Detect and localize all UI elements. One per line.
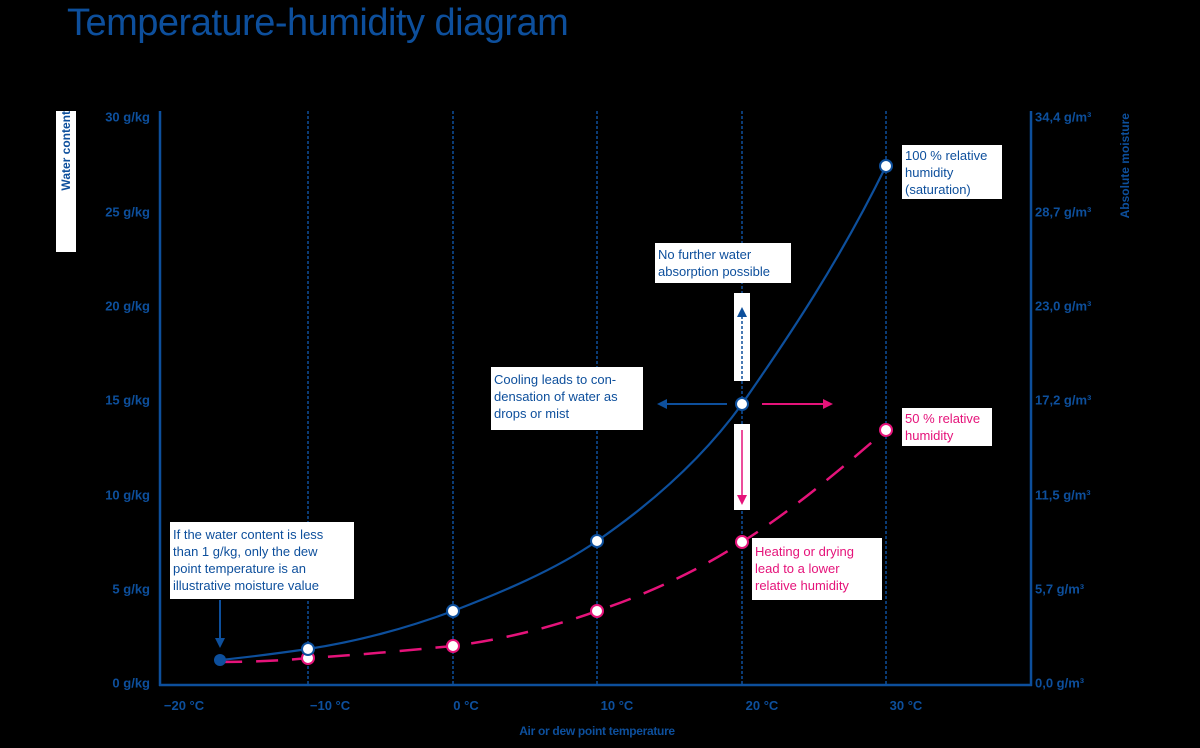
annotation-low-water: If the water content is less than 1 g/kg…: [170, 522, 354, 599]
y-tick-left: 10 g/kg: [105, 487, 150, 503]
y-tick-right: 28,7 g/m³: [1035, 204, 1092, 220]
y-tick-right: 0,0 g/m³: [1035, 675, 1085, 691]
points-100-percent-rh: [301, 159, 893, 656]
annotation-heating: Heating or drying lead to a lower relati…: [752, 538, 882, 600]
annotation-saturation: 100 % relative humidity (saturation): [902, 145, 1002, 199]
annotation-cooling: Cooling leads to con- densation of water…: [491, 367, 643, 430]
axes: [158, 111, 1033, 687]
chart-title: Temperature-humidity diagram: [67, 2, 569, 44]
x-tick: 20 °C: [745, 698, 779, 713]
y-axis-left-label: Water content: [59, 111, 73, 191]
annotation-no-absorption: No further water absorption possible: [655, 243, 791, 283]
y-tick-right: 23,0 g/m³: [1035, 298, 1092, 314]
y-tick-left: 20 g/kg: [105, 298, 150, 314]
y-tick-left: 25 g/kg: [105, 204, 150, 220]
y-tick-left: 30 g/kg: [105, 109, 150, 125]
y-tick-left: 5 g/kg: [112, 581, 150, 597]
y-axis-left-label-bg: [56, 111, 76, 252]
point-low-water-filled: [214, 654, 226, 666]
x-tick: 10 °C: [600, 698, 634, 713]
y-tick-left: 15 g/kg: [105, 392, 150, 408]
x-tick: −10 °C: [309, 698, 351, 713]
y-tick-right: 5,7 g/m³: [1035, 581, 1085, 597]
x-axis-label: Air or dew point temperature: [519, 724, 675, 738]
annotation-50-percent-rh: 50 % relative humidity: [902, 408, 992, 446]
x-tick: 0 °C: [453, 698, 479, 713]
y-tick-right: 11,5 g/m³: [1035, 487, 1091, 503]
x-tick: −20 °C: [163, 698, 205, 713]
y-tick-right: 17,2 g/m³: [1035, 392, 1092, 408]
y-axis-right-label: Absolute moisture: [1118, 113, 1132, 219]
x-tick: 30 °C: [889, 698, 923, 713]
y-tick-left: 0 g/kg: [112, 675, 150, 691]
y-tick-right: 34,4 g/m³: [1035, 109, 1092, 125]
